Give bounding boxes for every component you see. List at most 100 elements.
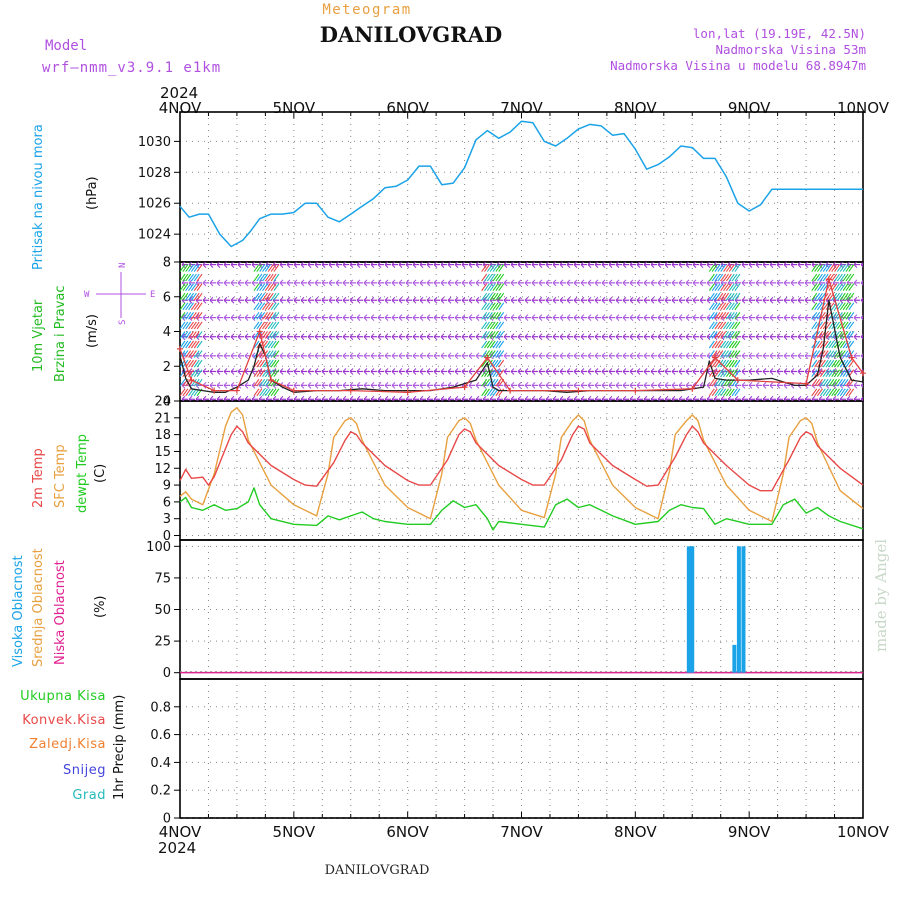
wind-vector xyxy=(188,262,190,263)
wind-arrow-head xyxy=(811,299,816,304)
wind-arrow-head xyxy=(223,352,228,357)
wind-arrow-head xyxy=(454,398,458,401)
wind-vector xyxy=(188,331,194,339)
wind-arrow-head xyxy=(629,352,634,357)
wind-arrow-head xyxy=(321,395,326,400)
wind-arrow-head xyxy=(195,398,199,401)
wind-arrow-head xyxy=(678,279,683,284)
dewpoint-label: dewpt Temp xyxy=(75,434,90,513)
wind-vector xyxy=(848,302,855,311)
wind-arrow-head xyxy=(468,264,473,268)
wind-vector xyxy=(720,359,727,368)
wind-arrow-head xyxy=(384,264,389,268)
wind-arrow-head xyxy=(342,296,347,301)
wind-arrow-head xyxy=(412,296,417,301)
wind-arrow-head xyxy=(552,385,557,389)
wind-arrow-head xyxy=(657,317,662,321)
wind-arrow-head xyxy=(713,395,718,400)
wind-arrow-head xyxy=(636,299,641,304)
wind-arrow-head xyxy=(461,299,466,304)
wind-vector xyxy=(828,264,835,272)
wind-arrow-head xyxy=(685,382,690,386)
wind-arrow-head xyxy=(636,395,641,400)
wind-vector xyxy=(264,321,271,330)
wind-arrow-head xyxy=(734,279,739,284)
wind-arrow-head xyxy=(419,352,424,357)
wind-vector xyxy=(270,331,277,339)
wind-arrow-head xyxy=(706,352,711,357)
wind-arrow-head xyxy=(391,262,396,265)
wind-vector xyxy=(734,262,736,263)
wind-arrow-head xyxy=(342,264,347,268)
wind-vector xyxy=(717,388,724,397)
wind-vector xyxy=(498,264,505,272)
wind-arrow-head xyxy=(769,355,774,360)
wind-arrow-head xyxy=(629,282,634,287)
wind-vector xyxy=(817,378,823,387)
wind-vector xyxy=(725,283,732,291)
wind-arrow-head xyxy=(447,355,452,360)
wind-vector xyxy=(711,312,718,320)
wind-arrow-head xyxy=(846,262,851,265)
wind-arrow-head xyxy=(419,333,424,338)
wind-vector xyxy=(819,264,826,272)
wind-arrow-head xyxy=(594,385,599,389)
wind-vector xyxy=(825,321,832,330)
wind-vector xyxy=(484,378,490,387)
wind-vector xyxy=(484,302,490,311)
precipitation-ytick-label: 0 xyxy=(163,812,171,827)
wind-arrow-head xyxy=(559,299,564,304)
wind-arrow-head xyxy=(720,262,725,265)
wind-vector xyxy=(811,292,818,301)
wind-arrow-head xyxy=(209,262,214,265)
wind-vector xyxy=(253,262,255,263)
wind-vector xyxy=(825,292,832,301)
coords-text: lon,lat (19.19E, 42.5N) xyxy=(693,26,866,41)
wind-arrow-head xyxy=(741,398,745,401)
wind-arrow-head xyxy=(636,368,641,372)
wind-arrow-head xyxy=(496,262,501,265)
wind-vector xyxy=(259,302,266,311)
wind-arrow-head xyxy=(454,371,459,375)
temperature-ytick-label: 9 xyxy=(163,479,171,494)
wind-arrow-head xyxy=(405,314,410,318)
wind-arrow-head xyxy=(363,355,368,360)
wind-arrow-head xyxy=(517,382,522,386)
wind-arrow-head xyxy=(293,395,298,400)
wind-arrow-head xyxy=(580,371,585,375)
wind-vector xyxy=(259,369,266,377)
wind-arrow-head xyxy=(629,296,634,301)
wind-arrow-head xyxy=(678,385,683,389)
wind-vector xyxy=(196,369,203,377)
wind-arrow-head xyxy=(587,333,592,338)
wind-arrow-head xyxy=(293,352,298,357)
wind-vector xyxy=(717,283,724,291)
wind-arrow-head xyxy=(426,317,431,321)
wind-arrow-head xyxy=(573,368,578,372)
wind-arrow-head xyxy=(804,368,809,372)
wind-arrow-head xyxy=(342,317,347,321)
wind-vector xyxy=(814,302,821,311)
wind-arrow-head xyxy=(545,355,550,360)
wind-arrow-head xyxy=(377,382,382,386)
wind-arrow-head xyxy=(790,336,795,341)
wind-vector xyxy=(720,321,727,330)
wind-arrow-head xyxy=(734,262,739,265)
wind-arrow-head xyxy=(559,296,564,301)
wind-vector xyxy=(717,292,724,301)
wind-arrow-head xyxy=(293,382,298,386)
wind-vector xyxy=(262,283,268,291)
wind-arrow-head xyxy=(741,262,746,265)
wind-vector xyxy=(495,302,502,311)
wind-arrow-head xyxy=(230,296,235,301)
wind-arrow-head xyxy=(468,352,473,357)
wind-vector xyxy=(819,369,826,377)
wind-arrow-head xyxy=(608,314,613,318)
wind-vector xyxy=(489,321,496,330)
wind-arrow-head xyxy=(804,264,809,268)
wind-vector xyxy=(486,283,493,291)
wind-vector xyxy=(848,388,855,397)
wind-vector xyxy=(481,262,483,263)
wind-gust-marker xyxy=(860,370,866,377)
